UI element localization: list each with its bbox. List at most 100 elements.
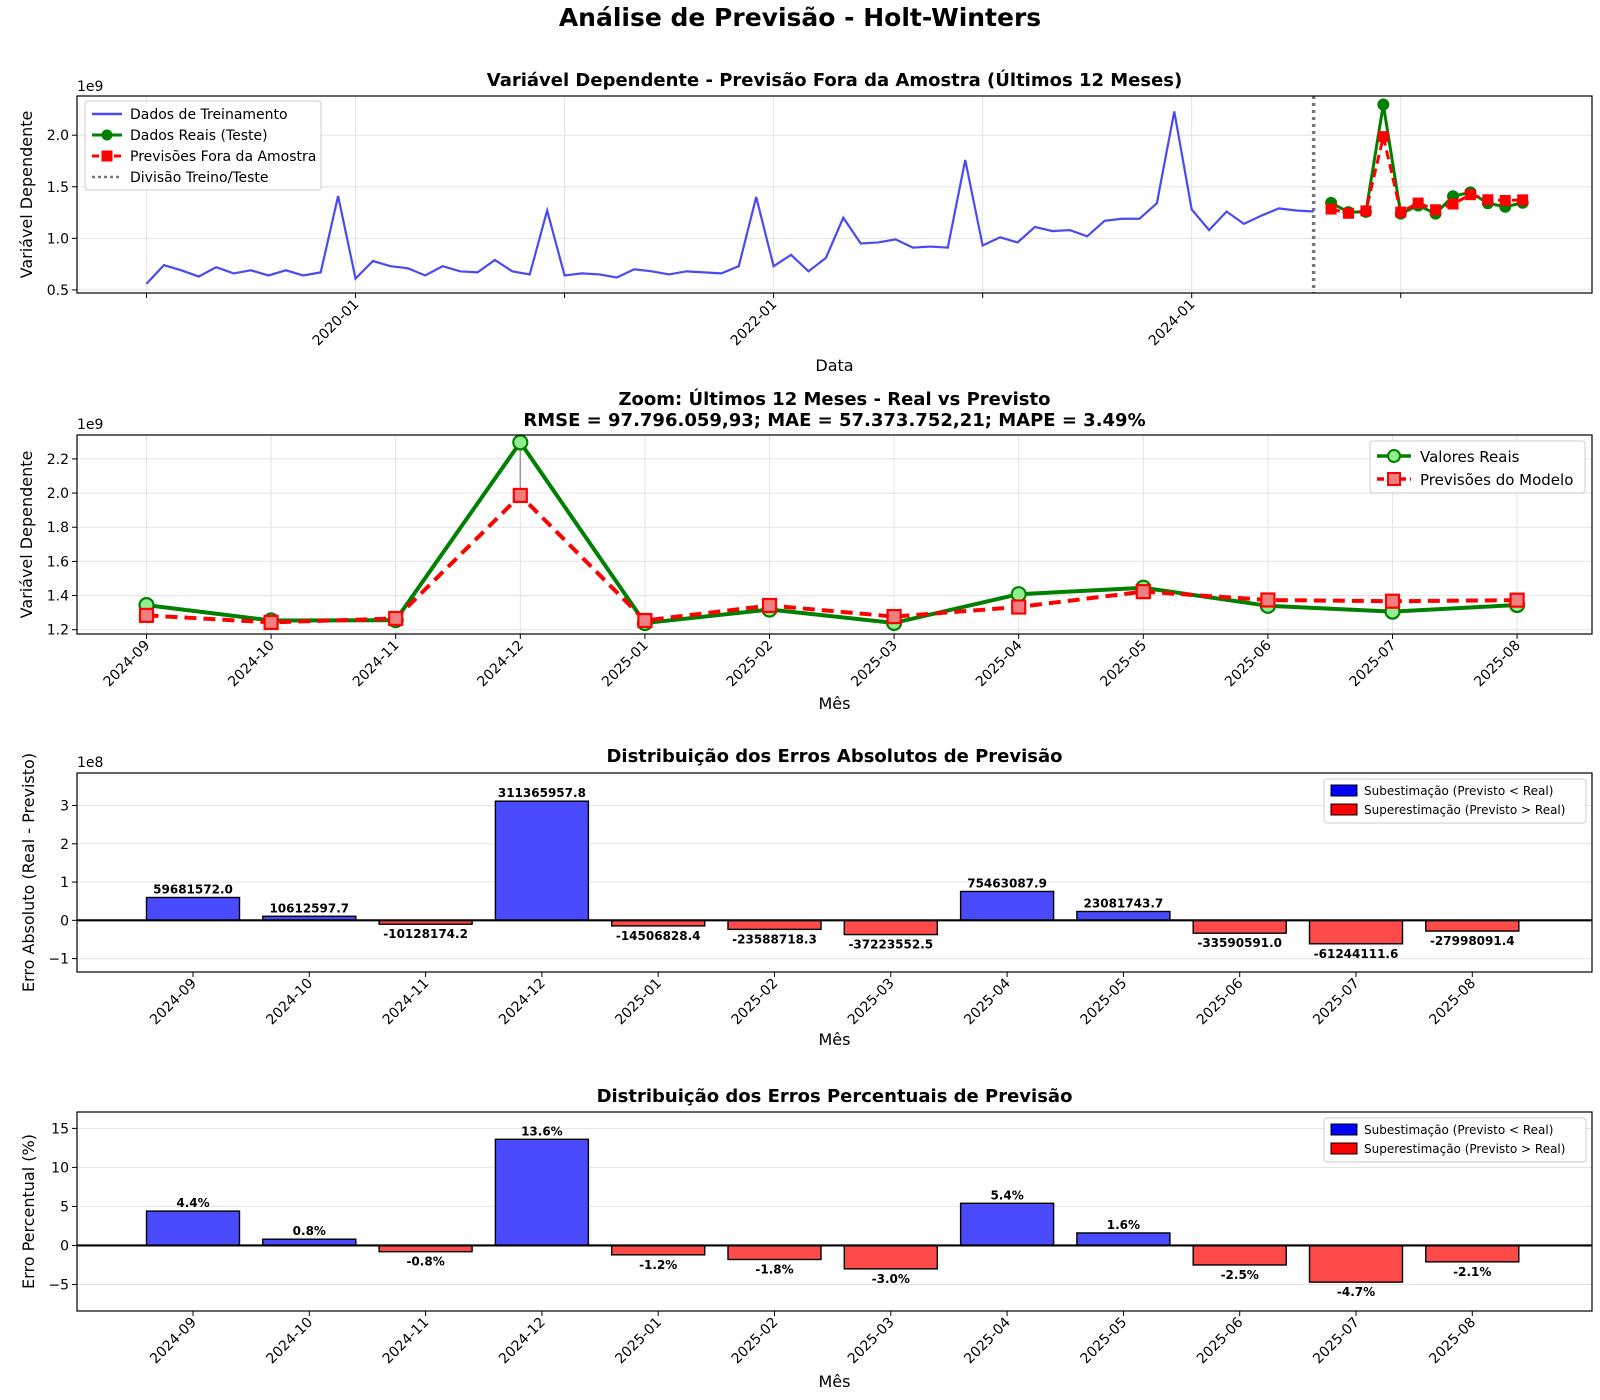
forecast-point xyxy=(1499,194,1511,206)
predicted-point xyxy=(512,487,528,504)
predicted-point xyxy=(1011,599,1027,615)
y-tick-label: −1 xyxy=(48,952,69,968)
series-line-forecast xyxy=(1330,136,1523,215)
y-tick-label: 1.6 xyxy=(47,554,69,570)
y-tick-label: 1 xyxy=(60,875,69,891)
predicted-point xyxy=(1260,592,1276,608)
legend: Subestimação (Previsto < Real) Superestim… xyxy=(1323,1117,1587,1163)
predicted-point xyxy=(1135,584,1151,600)
bar-value-label: -4.7% xyxy=(1337,1285,1375,1299)
y-axis-label: Erro Absoluto (Real - Previsto) xyxy=(19,753,38,992)
bar-value-label: -1.8% xyxy=(755,1262,793,1276)
x-tick-label: 2024-10 xyxy=(263,1315,316,1368)
plot-frame xyxy=(76,434,1593,635)
real-point xyxy=(512,434,529,451)
y-tick-label: 1.5 xyxy=(47,180,69,196)
y-tick-label: 1.8 xyxy=(47,520,69,536)
x-tick-label: 2025-08 xyxy=(1426,1315,1479,1368)
x-tick-label: 2025-06 xyxy=(1194,975,1247,1028)
x-tick-label: 2024-11 xyxy=(350,638,403,691)
legend-label: Previsões do Modelo xyxy=(1420,471,1573,489)
bar-overestimation xyxy=(1425,1244,1520,1263)
x-tick-label: 2025-04 xyxy=(973,637,1026,690)
bar-value-label: -10128174.2 xyxy=(383,927,468,941)
bar-underestimation xyxy=(959,1202,1055,1247)
predicted-point xyxy=(388,610,404,627)
predicted-point xyxy=(637,612,653,629)
panel-title: Variável Dependente - Previsão Fora da A… xyxy=(487,69,1183,91)
x-tick-label: 2025-01 xyxy=(612,1315,665,1368)
forecast-point xyxy=(1517,194,1529,206)
y-axis-label: Erro Percentual (%) xyxy=(19,1134,38,1289)
series-line-test xyxy=(1330,104,1524,216)
x-tick-label: 2025-06 xyxy=(1222,637,1275,690)
y-tick-label: 5 xyxy=(60,1199,69,1215)
legend-label: Previsões Fora da Amostra xyxy=(130,149,316,165)
legend-marker xyxy=(1387,472,1401,486)
bar-overestimation xyxy=(727,1244,822,1261)
bar-overestimation xyxy=(1308,919,1404,945)
panel-title: Distribuição dos Erros Absolutos de Prev… xyxy=(606,746,1062,767)
x-tick-label: 2025-07 xyxy=(1310,976,1363,1029)
panel-title: Distribuição dos Erros Percentuais de Pr… xyxy=(597,1086,1073,1107)
x-tick-label: 2025-06 xyxy=(1194,1314,1247,1367)
bar-value-label: 0.8% xyxy=(293,1224,326,1238)
x-tick-label: 2025-05 xyxy=(1078,1315,1131,1368)
panel-forecast-overview: 0.5 1.0 1.5 2.0 2020-01 2022-01 2024-01 Variáve… xyxy=(17,69,1593,375)
legend-box xyxy=(1369,440,1586,494)
x-axis-label: Mês xyxy=(819,1372,851,1391)
bar-overestimation xyxy=(1192,919,1287,934)
forecast-point xyxy=(1412,197,1424,209)
bar-value-label: 23081743.7 xyxy=(1084,897,1164,911)
bar-underestimation xyxy=(494,1138,590,1247)
test-point xyxy=(1377,98,1390,111)
forecast-point xyxy=(1325,203,1337,215)
y-tick-label: 2 xyxy=(60,837,69,853)
x-tick-label: 2024-10 xyxy=(263,976,316,1029)
real-point xyxy=(1010,586,1027,603)
bar-value-label: 5.4% xyxy=(990,1188,1023,1202)
y-tick-label: 0 xyxy=(60,913,69,929)
bar-value-label: 1.6% xyxy=(1107,1218,1140,1232)
x-tick-label: 2024-10 xyxy=(225,638,278,691)
legend-label: Subestimação (Previsto < Real) xyxy=(1364,784,1553,798)
y-axis-label: Variável Dependente xyxy=(17,451,36,619)
y-tick-label: 2.2 xyxy=(47,452,69,468)
bar-value-label: -2.5% xyxy=(1221,1268,1259,1282)
x-tick-label: 2025-07 xyxy=(1347,638,1400,691)
forecast-point xyxy=(1430,204,1442,216)
x-tick-label: 2024-12 xyxy=(496,1315,549,1368)
legend-swatch xyxy=(1330,1123,1358,1136)
x-tick-label: 2025-05 xyxy=(1097,638,1150,691)
y-tick-label: 0.5 xyxy=(47,283,69,299)
legend-label: Valores Reais xyxy=(1420,448,1520,466)
bar-underestimation xyxy=(959,890,1055,922)
legend-box xyxy=(1323,778,1587,824)
bar-overestimation xyxy=(1308,1244,1404,1283)
bar-overestimation xyxy=(1425,919,1520,932)
forecast-point xyxy=(1377,131,1389,143)
forecast-point xyxy=(1360,205,1372,217)
predicted-point xyxy=(263,614,279,630)
bar-value-label: -14506828.4 xyxy=(616,929,701,943)
legend-label: Dados Reais (Teste) xyxy=(130,128,268,144)
forecast-point xyxy=(1342,207,1354,219)
legend-box xyxy=(1323,1117,1587,1163)
bar-overestimation xyxy=(1192,1244,1287,1266)
y-tick-label: 10 xyxy=(51,1160,69,1176)
bar-value-label: -33590591.0 xyxy=(1197,936,1282,950)
predicted-point xyxy=(761,597,778,614)
y-axis-multiplier: 1e9 xyxy=(77,417,103,433)
predicted-point xyxy=(1509,592,1525,608)
legend-label: Superestimação (Previsto > Real) xyxy=(1364,803,1565,817)
y-tick-label: 1.0 xyxy=(47,231,69,247)
plot-frame xyxy=(76,95,1593,294)
bar-overestimation xyxy=(727,919,822,931)
x-tick-label: 2024-01 xyxy=(1146,297,1199,350)
x-tick-label: 2025-01 xyxy=(599,638,652,691)
legend-label: Dados de Treinamento xyxy=(130,107,288,123)
panel-metrics-subtitle: RMSE = 97.796.059,93; MAE = 57.373.752,2… xyxy=(523,410,1145,431)
legend-swatch xyxy=(1330,784,1358,797)
x-axis-label: Mês xyxy=(819,694,851,713)
